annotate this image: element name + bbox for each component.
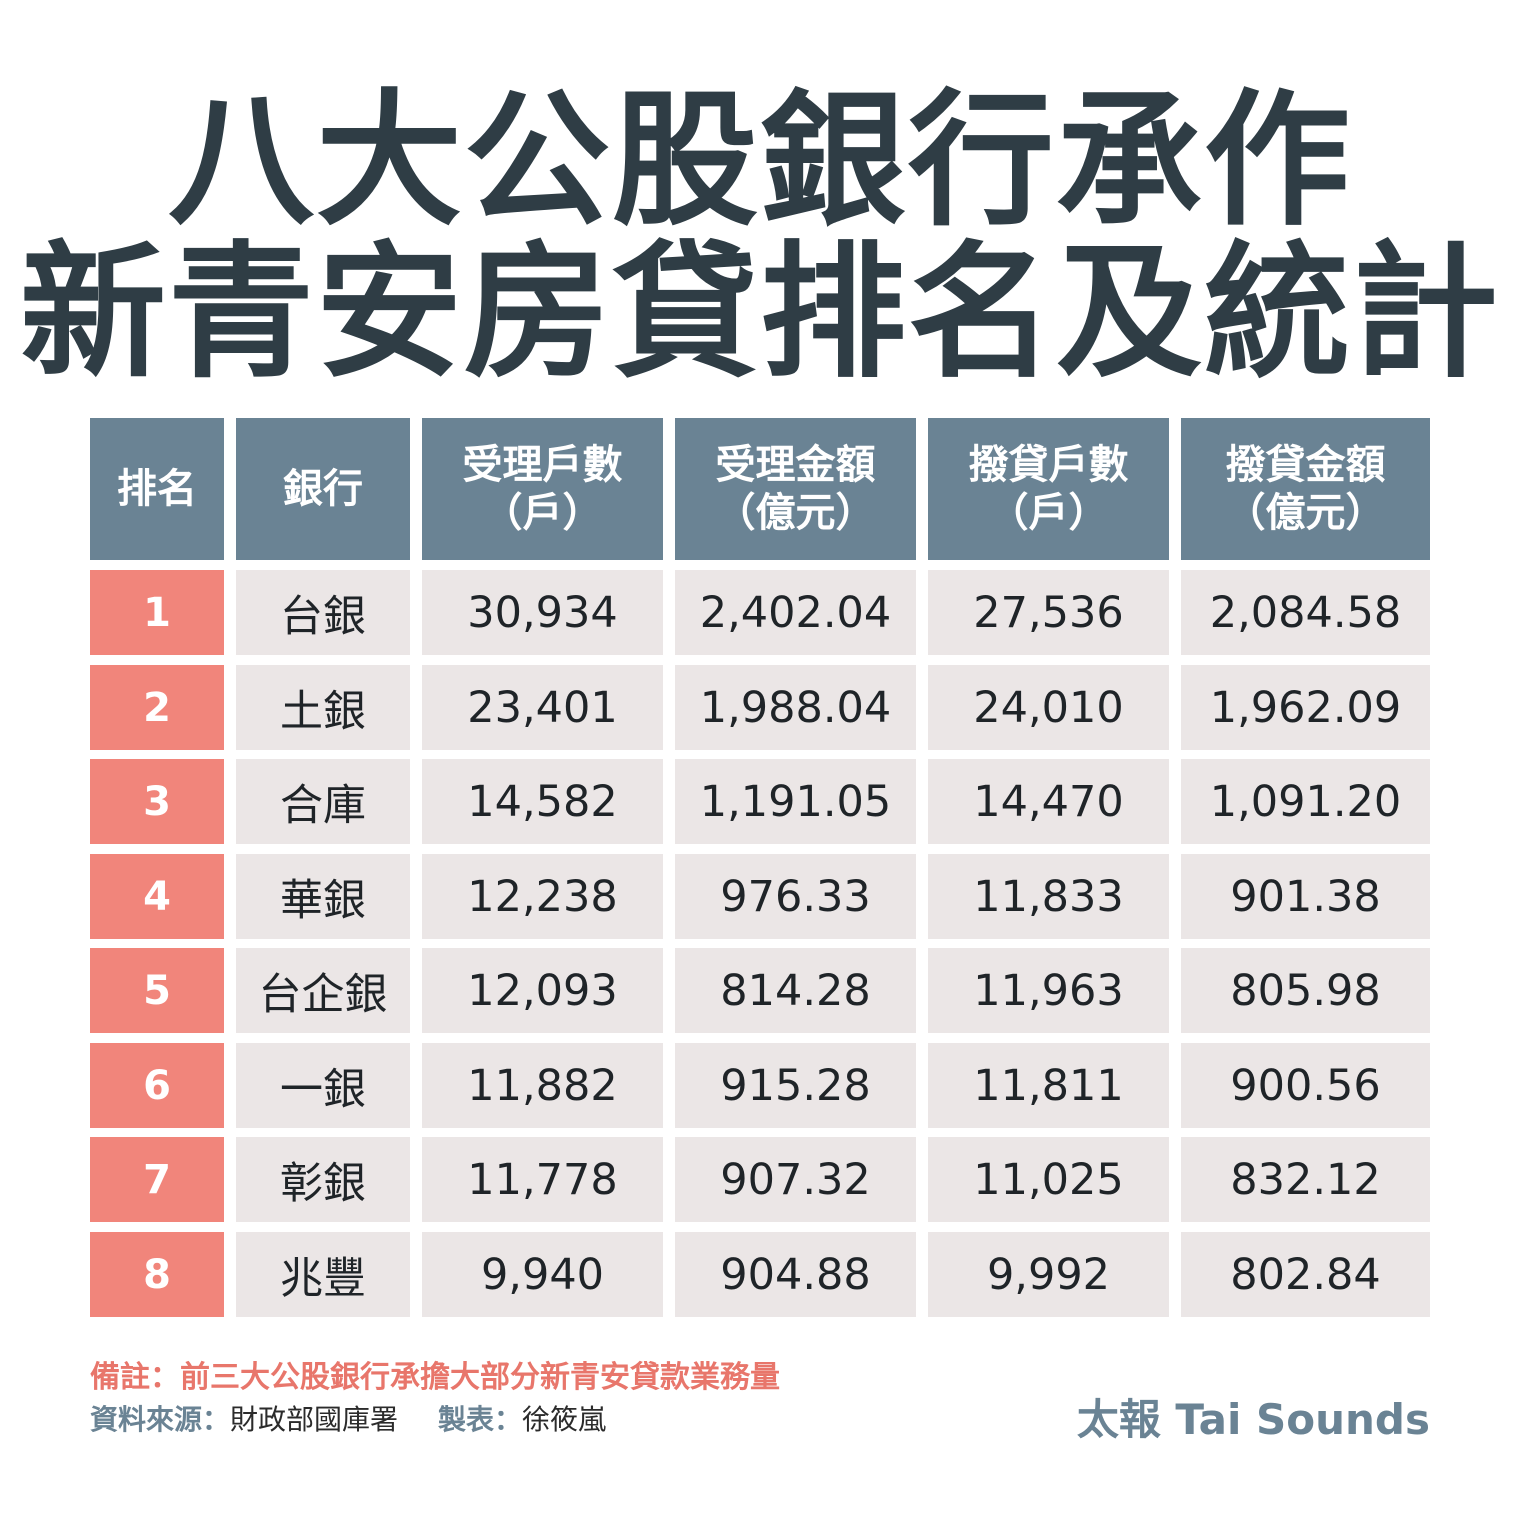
cell-applied-count: 11,882 [422, 1043, 663, 1128]
header-disbursed-count: 撥貸戶數 （戶） [928, 418, 1169, 560]
footnote: 備註：前三大公股銀行承擔大部分新青安貸款業務量 [90, 1360, 780, 1395]
header-unit: （億元） [1225, 490, 1386, 536]
cell-disbursed-amount: 1,091.20 [1181, 759, 1430, 844]
cell-disbursed-amount: 832.12 [1181, 1137, 1430, 1222]
cell-disbursed-amount: 900.56 [1181, 1043, 1430, 1128]
brand-logo: 太報 Tai Sounds [1076, 1395, 1430, 1444]
header-disbursed-amount: 撥貸金額 （億元） [1181, 418, 1430, 560]
header-label: 排名 [117, 466, 197, 512]
cell-bank: 台企銀 [236, 948, 410, 1033]
cell-applied-amount: 904.88 [675, 1232, 916, 1317]
source-line: 資料來源：財政部國庫署 製表：徐筱嵐 [90, 1398, 606, 1438]
cell-disbursed-count: 24,010 [928, 665, 1169, 750]
cell-applied-count: 14,582 [422, 759, 663, 844]
cell-applied-amount: 976.33 [675, 854, 916, 939]
cell-rank: 7 [90, 1137, 224, 1222]
author-value: 徐筱嵐 [522, 1403, 607, 1436]
cell-applied-amount: 907.32 [675, 1137, 916, 1222]
cell-bank: 兆豐 [236, 1232, 410, 1317]
cell-bank: 華銀 [236, 854, 410, 939]
cell-bank: 土銀 [236, 665, 410, 750]
cell-disbursed-amount: 802.84 [1181, 1232, 1430, 1317]
cell-applied-amount: 2,402.04 [675, 570, 916, 655]
header-label: 撥貸金額 [1225, 442, 1386, 488]
cell-applied-count: 30,934 [422, 570, 663, 655]
cell-applied-count: 12,093 [422, 948, 663, 1033]
header-label: 銀行 [283, 466, 363, 512]
cell-disbursed-count: 11,025 [928, 1137, 1169, 1222]
cell-applied-amount: 814.28 [675, 948, 916, 1033]
cell-disbursed-amount: 2,084.58 [1181, 570, 1430, 655]
cell-applied-amount: 915.28 [675, 1043, 916, 1128]
header-applied-count: 受理戶數 （戶） [422, 418, 663, 560]
header-unit: （戶） [482, 490, 603, 536]
header-label: 受理金額 [715, 442, 876, 488]
cell-disbursed-count: 11,833 [928, 854, 1169, 939]
cell-rank: 2 [90, 665, 224, 750]
cell-rank: 5 [90, 948, 224, 1033]
cell-disbursed-count: 14,470 [928, 759, 1169, 844]
cell-rank: 6 [90, 1043, 224, 1128]
cell-disbursed-amount: 901.38 [1181, 854, 1430, 939]
cell-applied-count: 12,238 [422, 854, 663, 939]
cell-applied-count: 11,778 [422, 1137, 663, 1222]
cell-disbursed-count: 11,811 [928, 1043, 1169, 1128]
page-title-line2: 新青安房貸排名及統計 [20, 228, 1500, 398]
cell-disbursed-amount: 1,962.09 [1181, 665, 1430, 750]
cell-bank: 台銀 [236, 570, 410, 655]
header-unit: （戶） [988, 490, 1109, 536]
header-label: 撥貸戶數 [968, 442, 1129, 488]
cell-applied-count: 23,401 [422, 665, 663, 750]
cell-bank: 合庫 [236, 759, 410, 844]
page-title-line1: 八大公股銀行承作 [168, 76, 1352, 246]
header-applied-amount: 受理金額 （億元） [675, 418, 916, 560]
header-unit: （億元） [715, 490, 876, 536]
cell-applied-amount: 1,191.05 [675, 759, 916, 844]
cell-disbursed-count: 27,536 [928, 570, 1169, 655]
cell-disbursed-amount: 805.98 [1181, 948, 1430, 1033]
cell-rank: 8 [90, 1232, 224, 1317]
header-rank: 排名 [90, 418, 224, 560]
cell-rank: 1 [90, 570, 224, 655]
header-bank: 銀行 [236, 418, 410, 560]
cell-bank: 一銀 [236, 1043, 410, 1128]
cell-disbursed-count: 11,963 [928, 948, 1169, 1033]
source-label: 資料來源： [90, 1403, 231, 1436]
data-table: 排名 銀行 受理戶數 （戶） 受理金額 （億元） 撥貸戶數 （戶） 撥貸金額 （億元） 1 台銀 30,… [90, 418, 1430, 1322]
cell-rank: 4 [90, 854, 224, 939]
source-value: 財政部國庫署 [230, 1403, 399, 1436]
cell-applied-amount: 1,988.04 [675, 665, 916, 750]
cell-rank: 3 [90, 759, 224, 844]
cell-disbursed-count: 9,992 [928, 1232, 1169, 1317]
author-label: 製表： [438, 1403, 523, 1436]
header-label: 受理戶數 [462, 442, 623, 488]
cell-applied-count: 9,940 [422, 1232, 663, 1317]
cell-bank: 彰銀 [236, 1137, 410, 1222]
